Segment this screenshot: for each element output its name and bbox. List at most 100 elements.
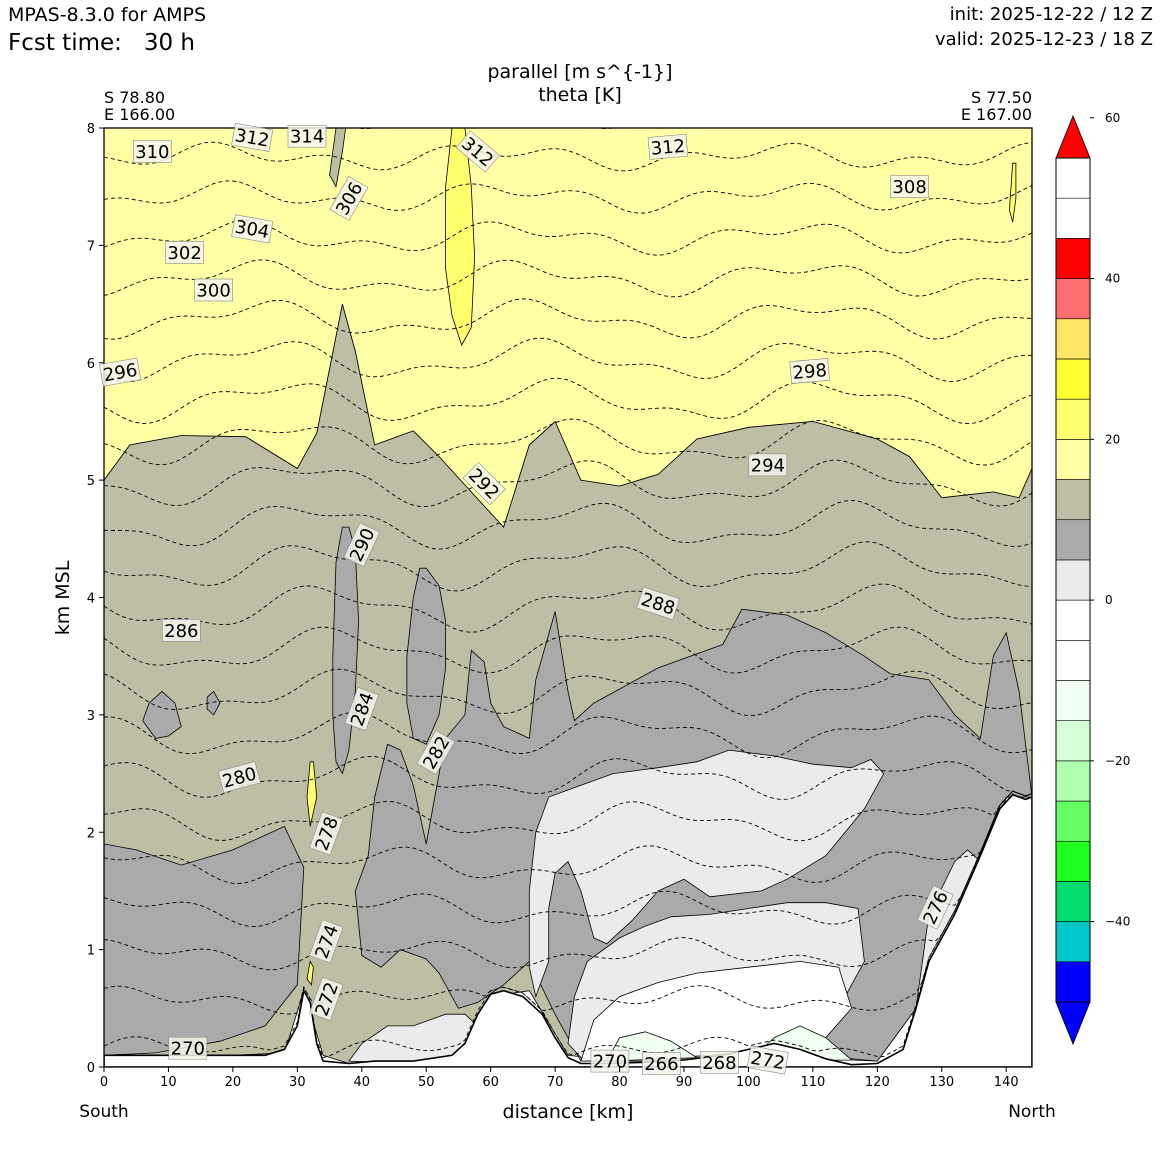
x-tick-label: 90 [676, 1075, 693, 1090]
theta-contour-270 [104, 790, 1032, 1059]
theta-contour-296 [104, 459, 1032, 508]
x-tick-label: 0 [100, 1075, 108, 1090]
init-time: init: 2025-12-22 / 12 Z [949, 4, 1153, 25]
x-tick-label: 100 [736, 1075, 761, 1090]
y-axis: 0 1 2 3 4 5 6 7 8 [87, 122, 104, 1076]
colorbar-bin [1055, 197, 1091, 239]
right-point-lon: E 167.00 [961, 105, 1032, 124]
theta-contour-286 [104, 668, 1032, 717]
theta-label: 294 [748, 453, 788, 476]
theta-label: 298 [789, 358, 830, 384]
theta-contour-302 [104, 337, 1032, 383]
x-tick-label: 70 [547, 1075, 564, 1090]
colorbar-bin [1055, 519, 1091, 561]
theta-label: 286 [162, 619, 201, 642]
colorbar-bin [1055, 720, 1091, 762]
theta-label-text: 310 [135, 142, 169, 163]
wind-fill-region [406, 567, 447, 745]
theta-contour-308 [104, 219, 1032, 256]
colorbar-tick-label: −20 [1105, 754, 1130, 768]
theta-contour-278 [104, 790, 1032, 884]
colorbar-bin [1055, 238, 1091, 279]
theta-label-text: 302 [167, 243, 201, 264]
theta-label: 312 [231, 122, 274, 152]
colorbar: −40 −20 0 20 40 60 [1055, 111, 1130, 1046]
theta-label-text: 298 [792, 360, 828, 384]
wind-fill-region [306, 761, 318, 827]
colorbar-tick-label: 60 [1105, 111, 1120, 125]
wind-fill-region [206, 690, 221, 716]
theta-label-text: 272 [749, 1048, 786, 1075]
colorbar-tick-label: −40 [1105, 915, 1130, 929]
colorbar-bin [1055, 599, 1091, 641]
colorbar-tick-label: 20 [1105, 432, 1120, 446]
theta-contour-304 [104, 298, 1032, 340]
theta-contour-306 [104, 259, 1032, 298]
theta-label: 296 [99, 357, 142, 387]
terrain-mask [104, 793, 1032, 1067]
theta-label: 270 [590, 1049, 630, 1073]
x-tick-label: 110 [800, 1075, 825, 1090]
forecast-time-value: 30 h [143, 30, 195, 56]
theta-label: 292 [462, 461, 506, 506]
y-tick-label: 3 [87, 709, 95, 724]
theta-label-text: 270 [593, 1052, 627, 1073]
colorbar-bin [1055, 760, 1091, 802]
theta-label: 288 [636, 586, 681, 621]
theta-label: 314 [287, 124, 327, 148]
colorbar-bin [1055, 800, 1091, 842]
y-tick-label: 4 [87, 592, 95, 607]
colorbar-tick-label: 40 [1105, 272, 1120, 286]
theta-label: 304 [231, 214, 274, 244]
colorbar-bin [1055, 881, 1091, 922]
wind-fill-region [104, 128, 1032, 528]
colorbar-bin [1055, 318, 1091, 360]
theta-label-text: 300 [196, 281, 230, 302]
colorbar-bin [1055, 639, 1091, 681]
colorbar-bin [1055, 559, 1091, 601]
y-tick-label: 7 [87, 239, 95, 254]
colorbar-bin [1055, 840, 1091, 882]
theta-contour-292 [104, 541, 1032, 592]
theta-label-text: 270 [171, 1039, 205, 1060]
valid-time: valid: 2025-12-23 / 18 Z [935, 29, 1153, 50]
wind-fill-region [528, 749, 885, 999]
chart-title-line-1: parallel [m s^{-1}] [487, 61, 672, 83]
y-tick-label: 5 [87, 474, 95, 489]
y-tick-label: 0 [87, 1061, 95, 1076]
theta-label: 300 [194, 278, 233, 302]
left-point-lat: S 78.80 [104, 88, 165, 107]
theta-contour-310 [104, 180, 1032, 214]
colorbar-bin [1055, 961, 1091, 1003]
wind-fill-region [1008, 162, 1017, 223]
theta-label: 312 [647, 133, 689, 160]
colorbar-bin [1055, 358, 1091, 400]
north-label: North [1008, 1102, 1056, 1122]
theta-contours [104, 128, 1032, 1059]
colorbar-bin [1055, 439, 1091, 480]
y-tick-label: 8 [87, 122, 95, 137]
wind-fill-region [142, 690, 182, 739]
x-tick-label: 130 [929, 1075, 954, 1090]
x-axis: 0 10 20 30 40 50 60 70 80 90 100 110 120 130 140 [100, 1067, 1019, 1090]
south-label: South [79, 1102, 128, 1122]
x-axis-label: distance [km] [503, 1101, 634, 1123]
theta-label: 266 [642, 1052, 681, 1075]
theta-contour-300 [104, 377, 1032, 425]
x-tick-label: 140 [994, 1075, 1019, 1090]
x-tick-label: 50 [418, 1075, 435, 1090]
forecast-time-label: Fcst time: [8, 30, 122, 56]
theta-label-text: 266 [644, 1054, 678, 1075]
right-point-lat: S 77.50 [971, 88, 1032, 107]
x-tick-label: 40 [354, 1075, 371, 1090]
colorbar-bin [1055, 398, 1091, 440]
theta-contour-280 [104, 790, 1032, 842]
theta-label: 310 [133, 140, 172, 163]
theta-label-text: 268 [702, 1053, 736, 1074]
colorbar-under-arrow [1055, 1001, 1091, 1046]
theta-contour-298 [104, 418, 1032, 466]
theta-label-text: 294 [751, 455, 785, 476]
colorbar-bin [1055, 680, 1091, 721]
